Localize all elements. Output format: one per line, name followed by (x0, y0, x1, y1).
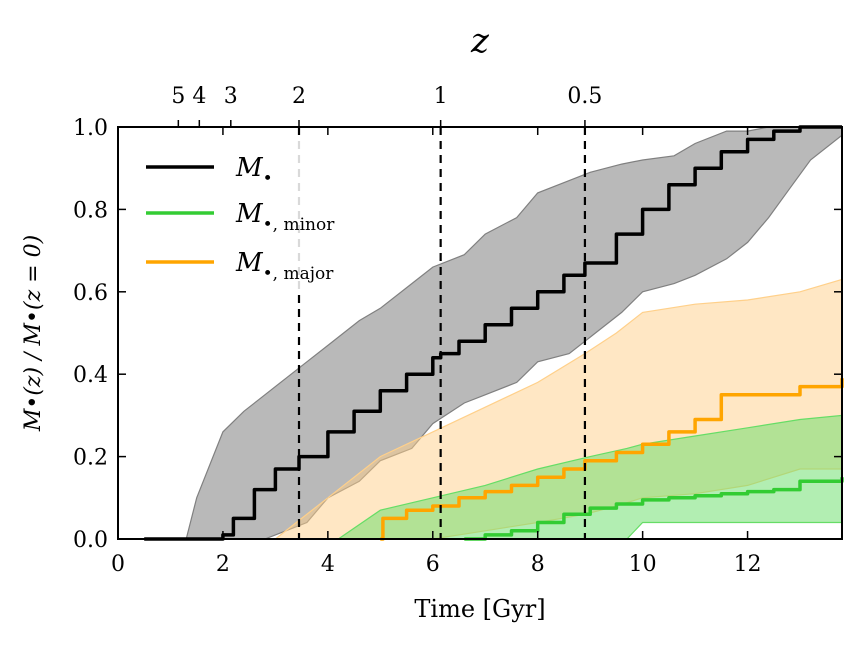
legend: M• M•, minor M•, major (138, 140, 378, 290)
top-axis-label: z (470, 21, 490, 61)
legend-label: M•, minor (235, 199, 335, 235)
top-tick-label: 2 (292, 84, 306, 109)
top-tick-label: 0.5 (567, 84, 602, 109)
x-tick-label: 6 (426, 552, 440, 577)
x-tick-label: 2 (216, 552, 230, 577)
y-tick-label: 0.0 (73, 528, 108, 553)
y-tick-label: 0.4 (73, 363, 108, 388)
series-line-1 (464, 477, 844, 541)
top-tick-label: 5 (171, 84, 185, 109)
y-tick-label: 0.2 (73, 446, 108, 471)
legend-label: M•, major (235, 248, 334, 284)
x-axis-label: Time [Gyr] (414, 595, 545, 623)
x-tick-label: 10 (629, 552, 657, 577)
x-tick-label: 4 (321, 552, 335, 577)
uncertainty-bands (185, 126, 843, 540)
x-tick-label: 8 (531, 552, 545, 577)
top-tick-label: 4 (192, 84, 206, 109)
legend-label: M• (235, 153, 273, 189)
y-axis-label: M•(z) / M•(z = 0) (21, 235, 46, 432)
redshift-guide-lines (297, 127, 587, 539)
x-tick-label: 0 (111, 552, 125, 577)
axis-ticks: 0 2 4 6 8 10 120.00.20.40.60.81.05 4 3 2 1 0.5 (73, 84, 842, 577)
plot-frame (117, 126, 843, 540)
series-line-0 (144, 125, 842, 541)
y-tick-label: 0.6 (73, 281, 108, 306)
top-tick-label: 3 (224, 84, 238, 109)
legend-box (138, 140, 378, 290)
y-tick-label: 1.0 (73, 116, 108, 141)
top-tick-label: 1 (434, 84, 448, 109)
x-tick-label: 12 (734, 552, 762, 577)
y-tick-label: 0.8 (73, 198, 108, 223)
